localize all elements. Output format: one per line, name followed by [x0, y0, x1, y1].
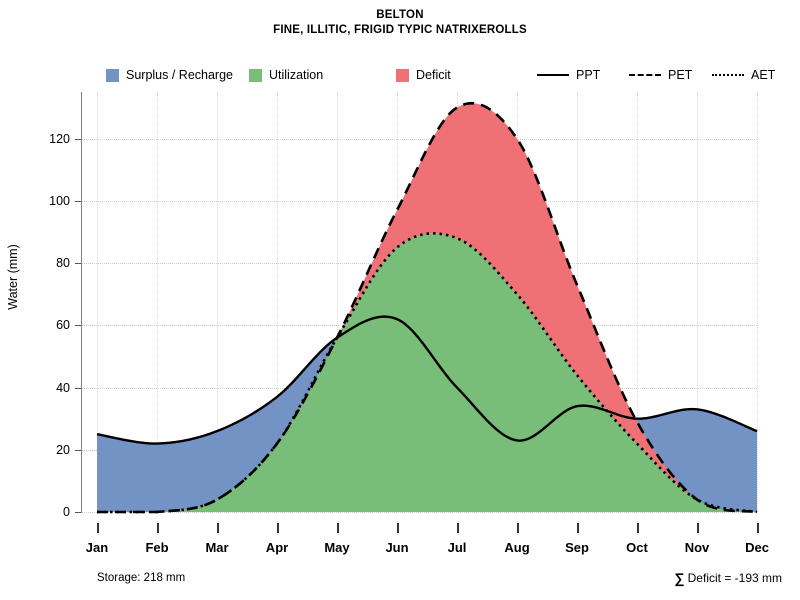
x-tick-label-jun: Jun — [385, 540, 409, 555]
gridline-x-mar — [217, 92, 218, 512]
gridline-x-may — [337, 92, 338, 512]
y-tick-label-40: 40 — [56, 380, 70, 395]
x-tick-sep — [577, 523, 579, 533]
x-tick-apr — [277, 523, 279, 533]
x-tick-jul — [457, 523, 459, 533]
x-tick-label-jul: Jul — [447, 540, 467, 555]
y-tick-label-20: 20 — [56, 442, 70, 457]
y-tick-100 — [75, 200, 81, 202]
deficit-band — [339, 103, 695, 499]
y-tick-label-80: 80 — [56, 256, 70, 271]
x-tick-label-dec: Dec — [745, 540, 769, 555]
x-tick-label-oct: Oct — [626, 540, 648, 555]
x-tick-oct — [637, 523, 639, 533]
y-tick-label-60: 60 — [56, 318, 70, 333]
storage-note: Storage: 218 mm — [97, 572, 186, 584]
x-tick-label-nov: Nov — [684, 540, 710, 555]
gridline-x-oct — [637, 92, 638, 512]
deficit-swatch-icon — [396, 68, 409, 82]
aet-curve — [97, 232, 758, 514]
x-tick-feb — [157, 523, 159, 533]
y-tick-0 — [75, 512, 81, 513]
x-tick-jun — [397, 523, 399, 533]
chart-legend: Surplus / Recharge Utilization Deficit P… — [0, 68, 800, 88]
water-balance-curves — [96, 101, 758, 514]
surplus-band — [97, 339, 757, 512]
y-tick-40 — [75, 387, 81, 389]
legend-label-ppt: PPT — [576, 68, 601, 82]
x-tick-label-jan: Jan — [85, 540, 109, 555]
y-tick-label-0: 0 — [63, 505, 70, 519]
y-axis-label: Water (mm) — [6, 244, 20, 310]
legend-label-pet: PET — [668, 68, 693, 82]
y-tick-60 — [75, 325, 81, 327]
legend-item-deficit: Deficit — [396, 68, 451, 82]
gridline-y-0 — [82, 512, 757, 513]
legend-label-utilization: Utilization — [269, 68, 324, 82]
legend-label-surplus: Surplus / Recharge — [126, 68, 234, 82]
ppt-curve — [96, 315, 758, 445]
x-tick-label-feb: Feb — [145, 540, 169, 555]
y-axis-line — [81, 92, 82, 513]
x-tick-jan — [97, 523, 99, 533]
x-tick-label-may: May — [324, 540, 350, 555]
gridline-x-nov — [697, 92, 698, 512]
x-tick-label-apr: Apr — [265, 540, 289, 555]
surplus-swatch-icon — [106, 68, 119, 82]
chart-title-line2: FINE, ILLITIC, FRIGID TYPIC NATRIXEROLLS — [273, 24, 527, 36]
legend-item-aet: AET — [712, 68, 775, 82]
dotted-line-icon — [712, 69, 744, 81]
x-tick-label-aug: Aug — [504, 540, 530, 555]
gridline-y-120 — [82, 138, 757, 140]
x-tick-label-mar: Mar — [205, 540, 229, 555]
x-tick-may — [337, 523, 339, 533]
legend-item-pet: PET — [629, 68, 692, 82]
sigma-icon: ∑ — [674, 570, 685, 586]
legend-item-ppt: PPT — [537, 68, 600, 82]
solid-line-icon — [537, 69, 569, 81]
x-tick-dec — [757, 523, 759, 533]
legend-label-aet: AET — [751, 68, 776, 82]
x-tick-aug — [517, 523, 519, 533]
x-tick-mar — [217, 523, 219, 533]
dashed-line-icon — [629, 69, 661, 81]
deficit-note: ∑ Deficit = -193 mm — [674, 570, 782, 586]
x-tick-label-sep: Sep — [565, 540, 589, 555]
plot-area — [82, 92, 758, 514]
chart-title: BELTON FINE, ILLITIC, FRIGID TYPIC NATRI… — [0, 8, 800, 38]
gridline-x-jan — [97, 92, 98, 512]
utilization-swatch-icon — [249, 68, 262, 82]
legend-label-deficit: Deficit — [416, 68, 451, 82]
gridline-x-dec — [757, 92, 758, 512]
legend-item-surplus: Surplus / Recharge — [106, 68, 233, 82]
y-tick-label-100: 100 — [49, 193, 70, 208]
gridline-x-feb — [157, 92, 158, 512]
y-tick-80 — [75, 263, 81, 265]
y-tick-20 — [75, 449, 81, 451]
y-tick-120 — [75, 138, 81, 140]
y-tick-label-120: 120 — [49, 131, 70, 146]
chart-title-line1: BELTON — [376, 9, 424, 21]
deficit-note-text: Deficit = -193 mm — [687, 571, 782, 585]
legend-item-utilization: Utilization — [249, 68, 323, 82]
filled-bands — [97, 103, 757, 512]
gridline-x-apr — [277, 92, 278, 512]
x-tick-nov — [697, 523, 699, 533]
